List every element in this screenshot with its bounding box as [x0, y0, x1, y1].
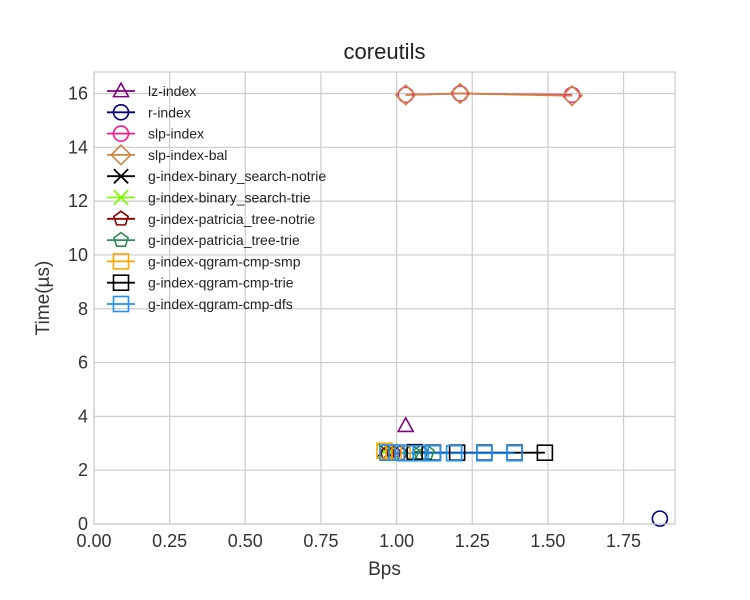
legend-marker-g-index-qgram-cmp-trie	[112, 274, 130, 292]
data-point-slp-index	[397, 86, 414, 104]
legend-label-g-index-qgram-cmp-trie: g-index-qgram-cmp-trie	[148, 275, 294, 291]
data-point-g-index-qgram-cmp-dfs	[412, 444, 430, 462]
legend-marker-g-index-patricia-tree-trie	[112, 231, 130, 247]
x-tick-label: 1.50	[530, 531, 565, 551]
chart-title: coreutils	[344, 39, 426, 64]
series-line-slp-index-bal	[405, 92, 573, 97]
y-axis-ticks: 0 2 4 6 8 10 12 14 16	[68, 84, 88, 534]
data-point-g-index-qgram-cmp-dfs	[388, 444, 405, 462]
legend-marker-g-index-patricia-tree-notrie	[112, 210, 130, 226]
y-tick-label: 4	[78, 406, 88, 426]
legend-label-r-index: r-index	[148, 104, 191, 120]
legend-marker-slp-index	[112, 125, 130, 142]
x-tick-label: 0.50	[228, 531, 263, 551]
y-tick-label: 6	[78, 353, 88, 373]
grid-lines	[93, 72, 675, 525]
legend-label-slp-index-bal: slp-index-bal	[148, 147, 227, 163]
y-tick-label: 12	[68, 191, 88, 211]
data-point-g-index-patricia-tree-trie	[418, 444, 435, 460]
legend-label-g-index-qgram-cmp-smp: g-index-qgram-cmp-smp	[148, 253, 301, 269]
legend-marker-g-index-qgram-cmp-dfs	[112, 295, 130, 313]
data-point-g-index-qgram-cmp-smp	[376, 442, 393, 460]
legend-label-slp-index: slp-index	[148, 126, 204, 142]
y-tick-label: 8	[78, 299, 88, 319]
legend-label-g-index-binary-search-notrie: g-index-binary_search-notrie	[148, 168, 326, 184]
data-point-slp-index	[563, 86, 581, 104]
legend-label-g-index-binary-search-trie: g-index-binary_search-trie	[148, 190, 311, 206]
x-tick-label: 1.25	[455, 531, 490, 551]
x-tick-label: 0.00	[76, 531, 111, 551]
plot-frame	[93, 71, 676, 525]
data-point-lz-index	[396, 416, 415, 433]
legend-label-g-index-qgram-cmp-dfs: g-index-qgram-cmp-dfs	[148, 296, 293, 312]
y-tick-label: 0	[78, 514, 88, 534]
x-tick-label: 1.00	[379, 531, 414, 551]
data-point-slp-index-bal	[449, 82, 472, 105]
legend-marker-g-index-qgram-cmp-smp	[112, 253, 130, 270]
data-point-r-index	[651, 510, 669, 527]
x-axis-ticks: 0.00 0.25 0.50 0.75 1.00 1.25 1.50 1.75	[76, 531, 641, 551]
data-point-g-index-qgram-cmp-dfs	[445, 444, 463, 462]
data-point-g-index-patricia-tree-trie	[412, 444, 429, 460]
data-point-g-index-qgram-cmp-dfs	[424, 444, 442, 462]
legend-marker-lz-index	[112, 81, 130, 98]
legend-marker-r-index	[112, 104, 130, 121]
legend-label-g-index-patricia-tree-trie: g-index-patricia_tree-trie	[148, 232, 300, 248]
y-axis-label: Time(µs)	[33, 261, 54, 336]
legend-label-lz-index: lz-index	[148, 83, 196, 99]
x-tick-label: 0.25	[152, 531, 187, 551]
data-point-slp-index-bal	[561, 84, 583, 107]
data-point-slp-index	[451, 85, 469, 102]
legend-marker-g-index-binary-search-trie	[113, 189, 129, 206]
data-point-g-index-qgram-cmp-trie	[406, 443, 424, 461]
data-point-g-index-qgram-cmp-dfs	[476, 444, 493, 462]
data-point-g-index-patricia-tree-trie	[403, 443, 420, 460]
legend-marker-g-index-binary-search-notrie	[113, 168, 129, 184]
x-tick-label: 0.75	[303, 531, 338, 551]
y-tick-label: 14	[68, 137, 88, 157]
data-point-g-index-qgram-cmp-dfs	[506, 444, 523, 462]
data-point-g-index-qgram-cmp-dfs	[379, 444, 396, 462]
legend-label-g-index-patricia-tree-notrie: g-index-patricia_tree-notrie	[148, 211, 316, 227]
x-tick-label: 1.75	[606, 531, 641, 551]
y-tick-label: 10	[68, 245, 88, 265]
data-point-g-index-qgram-cmp-trie	[536, 444, 554, 462]
legend-marker-slp-index-bal	[110, 144, 132, 166]
y-tick-label: 16	[68, 84, 88, 104]
y-tick-label: 2	[78, 460, 88, 480]
x-axis-label: Bps	[368, 559, 401, 580]
legend: lz-index r-index slp-index slp-index-bal g-i…	[107, 81, 326, 313]
series-markers	[376, 82, 669, 527]
data-point-slp-index-bal	[394, 83, 417, 106]
